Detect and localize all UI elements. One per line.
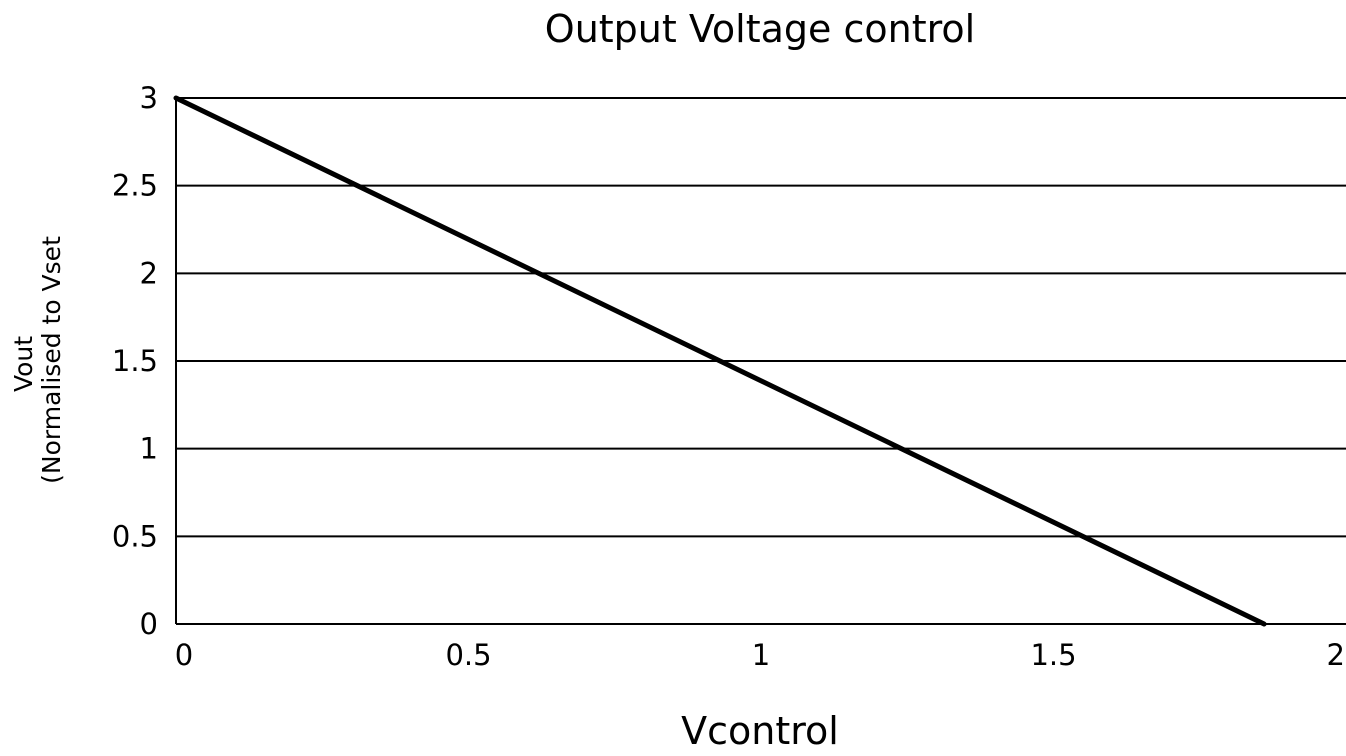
series-group	[173, 95, 1267, 627]
x-tick-label: 1	[752, 638, 770, 672]
x-tick-label: 0	[175, 638, 193, 672]
x-tick-label: 2	[1327, 638, 1345, 672]
y-axis-tick-labels: 0 0.5 1 1.5 2 2.5 3	[112, 81, 158, 641]
x-tick-label: 0.5	[445, 638, 491, 672]
chart-title: Output Voltage control	[545, 7, 975, 51]
y-tick-label: 3	[140, 81, 158, 115]
y-axis-label-line-2: (Normalised to Vset	[37, 236, 66, 484]
x-axis-label: Vcontrol	[681, 709, 839, 753]
y-tick-label: 1	[140, 432, 158, 466]
x-axis-tick-labels: 0 0.5 1 1.5 2	[175, 638, 1345, 672]
y-axis-label: Vout (Normalised to Vset	[9, 236, 66, 484]
y-tick-label: 1.5	[112, 344, 158, 378]
y-tick-label: 0	[140, 607, 158, 641]
series-line-0	[173, 95, 1267, 627]
y-tick-label: 2.5	[112, 169, 158, 203]
gridlines	[175, 97, 1346, 625]
y-tick-label: 0.5	[112, 519, 158, 553]
y-tick-label: 2	[140, 256, 158, 290]
x-tick-label: 1.5	[1030, 638, 1076, 672]
y-axis-label-line-1: Vout	[9, 336, 38, 392]
